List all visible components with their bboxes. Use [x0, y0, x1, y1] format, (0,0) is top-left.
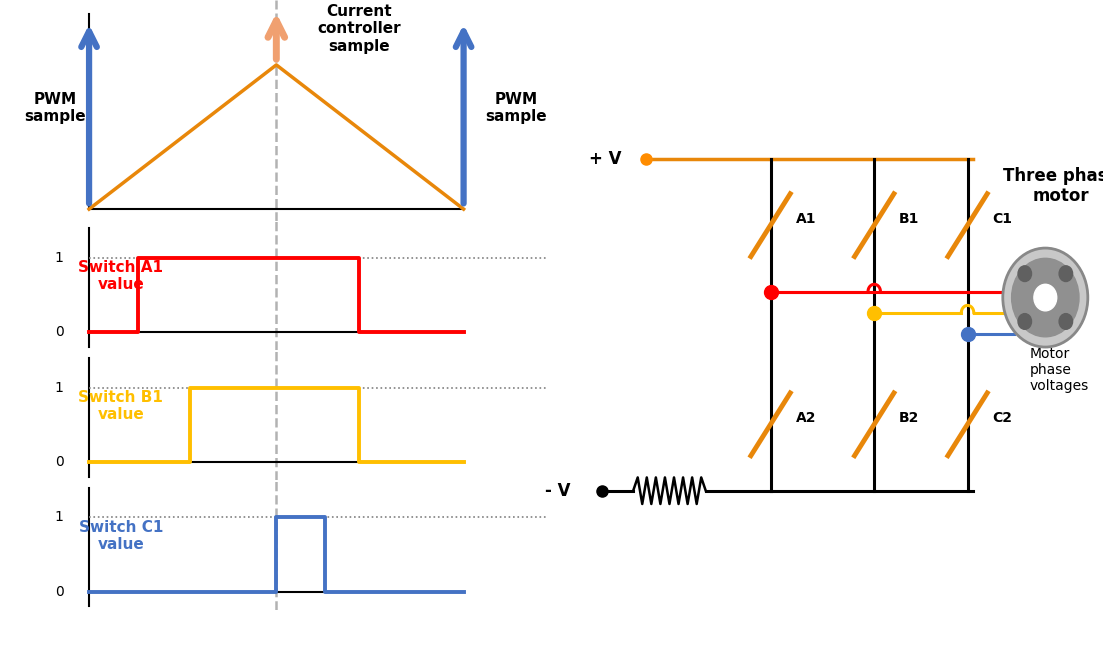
Text: PWM
sample: PWM sample [24, 92, 86, 125]
Text: + V: + V [589, 150, 622, 167]
Text: C2: C2 [993, 411, 1013, 425]
Text: Motor
phase
voltages: Motor phase voltages [1030, 347, 1089, 393]
Text: PWM
sample: PWM sample [485, 92, 547, 125]
Text: 0: 0 [55, 325, 64, 339]
Text: A1: A1 [795, 212, 816, 226]
Text: Switch A1
value: Switch A1 value [78, 260, 163, 293]
Text: Switch C1
value: Switch C1 value [78, 520, 163, 552]
Text: B1: B1 [899, 212, 920, 226]
Text: Switch B1
value: Switch B1 value [78, 390, 163, 422]
Text: - V: - V [545, 482, 570, 500]
Text: Three phase
motor: Three phase motor [1003, 167, 1103, 205]
Circle shape [1011, 258, 1079, 337]
Circle shape [1059, 266, 1072, 282]
Circle shape [1018, 313, 1031, 329]
Text: C1: C1 [993, 212, 1013, 226]
Circle shape [1059, 313, 1072, 329]
Text: Current
controller
sample: Current controller sample [317, 4, 400, 54]
Circle shape [1034, 284, 1057, 311]
Text: 1: 1 [55, 251, 64, 265]
Text: A2: A2 [795, 411, 816, 425]
Text: 1: 1 [55, 510, 64, 524]
Text: 0: 0 [55, 585, 64, 598]
Text: B2: B2 [899, 411, 920, 425]
Circle shape [1018, 266, 1031, 282]
Text: 0: 0 [55, 455, 64, 469]
Circle shape [1003, 248, 1088, 347]
Text: 1: 1 [55, 380, 64, 395]
